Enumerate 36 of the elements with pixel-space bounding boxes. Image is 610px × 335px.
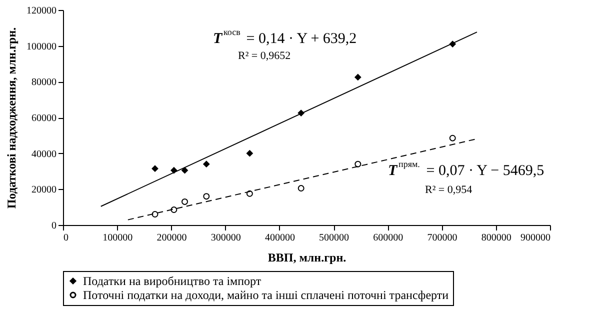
point xyxy=(449,134,456,142)
point xyxy=(354,160,362,168)
point xyxy=(203,193,210,200)
point xyxy=(246,150,253,157)
legend-label: Поточні податки на доходи, майно та інші сплачені поточні трансферти xyxy=(83,288,450,302)
x-tick-label: 200000 xyxy=(156,232,187,244)
x-tick-label: 500000 xyxy=(319,232,350,244)
legend-label: Податки на виробництво та імпорт xyxy=(83,274,262,288)
y-tick-label: 40000 xyxy=(32,148,56,160)
x-tick-label: 0 xyxy=(64,232,68,244)
y-tick-label: 80000 xyxy=(32,77,56,88)
x-tick-label: 900000 xyxy=(520,232,550,244)
x-tick-label: 300000 xyxy=(210,232,241,244)
point xyxy=(170,167,178,174)
point xyxy=(152,211,158,218)
point xyxy=(298,185,304,192)
y-tick-label: 20000 xyxy=(32,184,56,196)
x-tick-label: 800000 xyxy=(481,232,512,244)
point xyxy=(182,198,188,205)
x-tick-label: 600000 xyxy=(373,232,404,244)
point xyxy=(152,165,158,172)
y-tick-label: 0 xyxy=(52,220,56,232)
point xyxy=(203,160,210,168)
x-tick-label: 400000 xyxy=(264,232,295,244)
point xyxy=(170,206,178,214)
x-tick-label: 100000 xyxy=(102,232,133,244)
y-axis-title: Податкові надходження, млн.грн. xyxy=(4,27,18,209)
annotation: R² = 0,954 xyxy=(425,184,473,196)
x-tick-label: 700000 xyxy=(427,232,458,244)
point xyxy=(182,167,188,174)
point xyxy=(354,74,362,80)
y-tick-label: 100000 xyxy=(26,41,56,52)
annotation: R² = 0,9652 xyxy=(238,50,291,62)
y-tick-label: 60000 xyxy=(32,113,56,124)
x-axis-title: ВВП, млн.грн. xyxy=(268,250,346,264)
y-tick-label: 120000 xyxy=(26,6,56,16)
